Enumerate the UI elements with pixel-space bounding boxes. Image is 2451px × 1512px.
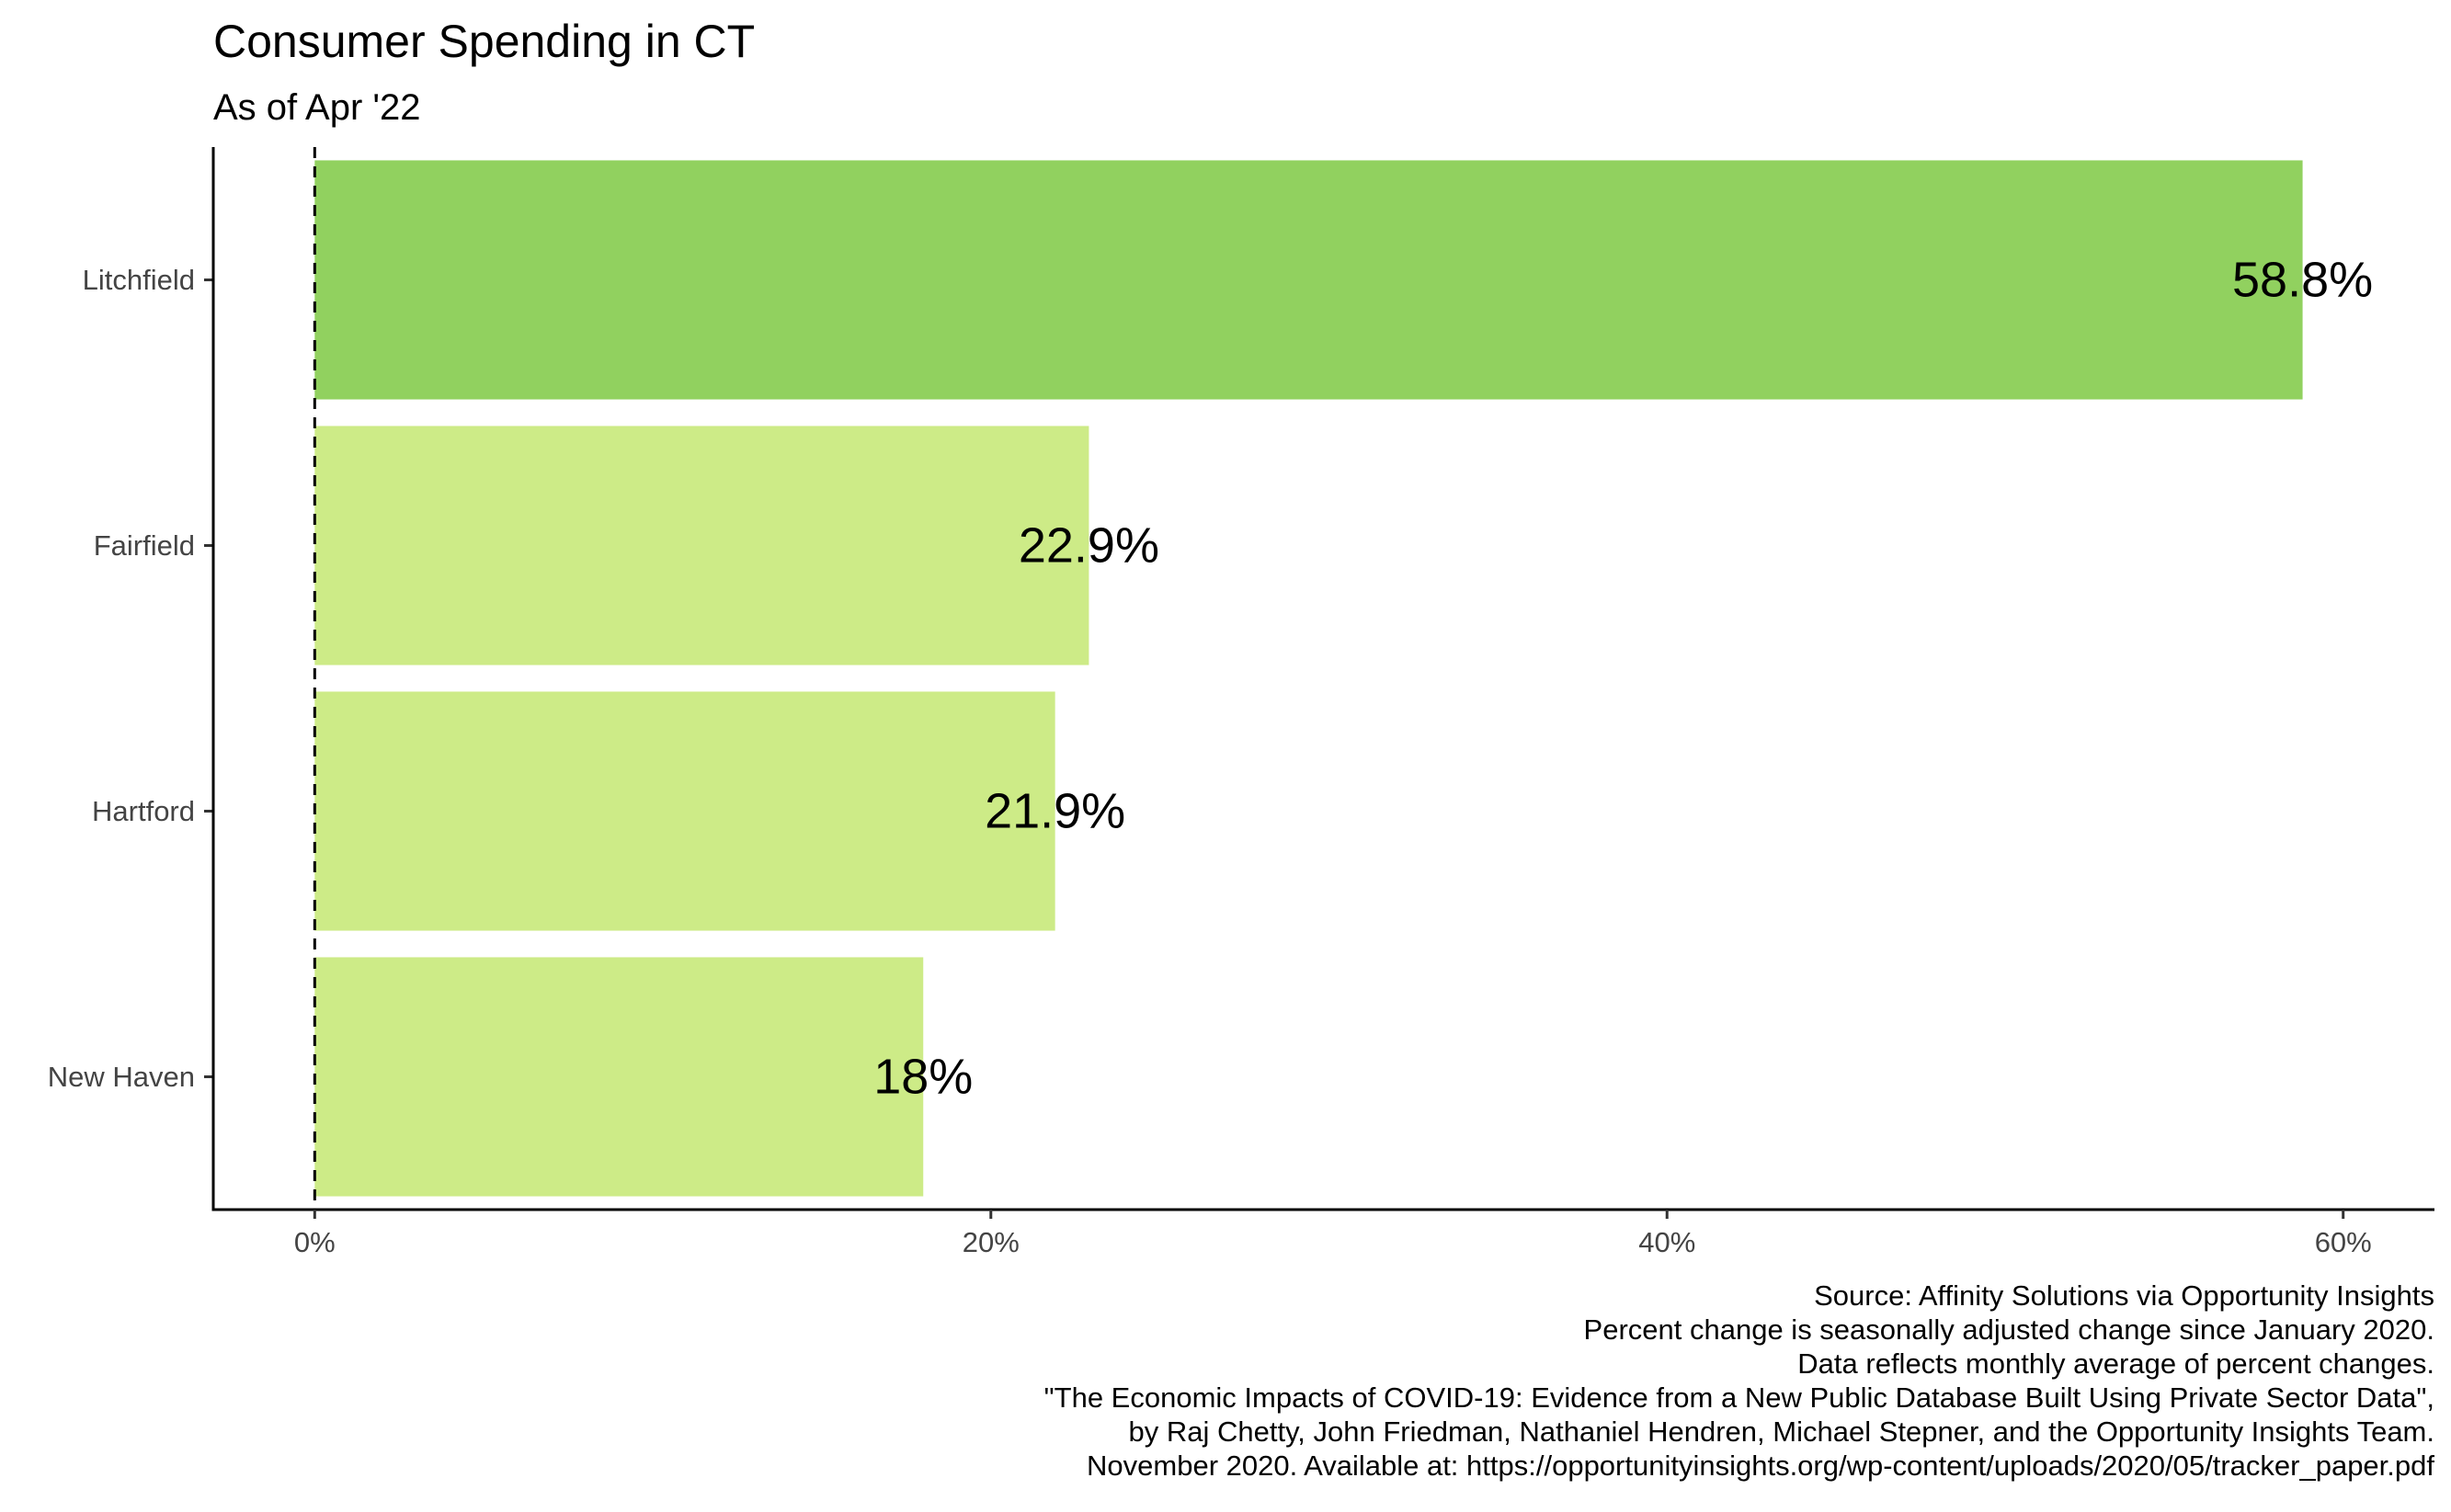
caption-line: Percent change is seasonally adjusted ch… bbox=[1584, 1313, 2434, 1346]
x-tick-label: 20% bbox=[963, 1226, 1020, 1258]
data-label: 22.9% bbox=[1019, 518, 1159, 574]
x-tick-label: 0% bbox=[294, 1226, 336, 1258]
caption-line: by Raj Chetty, John Friedman, Nathaniel … bbox=[1129, 1415, 2434, 1448]
category-label: Hartford bbox=[92, 795, 195, 827]
caption-line: Data reflects monthly average of percent… bbox=[1797, 1347, 2434, 1380]
data-label: 58.8% bbox=[2232, 253, 2373, 308]
x-tick-label: 40% bbox=[1638, 1226, 1695, 1258]
bar bbox=[314, 160, 2303, 400]
bar bbox=[314, 691, 1055, 931]
bar bbox=[314, 426, 1089, 665]
chart-subtitle: As of Apr '22 bbox=[213, 87, 421, 128]
data-label: 18% bbox=[873, 1050, 973, 1105]
category-label: Fairfield bbox=[94, 529, 195, 562]
bar bbox=[314, 957, 924, 1197]
category-label: New Haven bbox=[48, 1061, 195, 1093]
caption-line: "The Economic Impacts of COVID-19: Evide… bbox=[1044, 1381, 2434, 1414]
caption-line: Source: Affinity Solutions via Opportuni… bbox=[1814, 1279, 2434, 1312]
data-label: 21.9% bbox=[985, 784, 1125, 839]
chart-title: Consumer Spending in CT bbox=[213, 16, 755, 67]
x-tick-label: 60% bbox=[2315, 1226, 2372, 1258]
caption-line: November 2020. Available at: https://opp… bbox=[1087, 1449, 2434, 1482]
category-label: Litchfield bbox=[83, 264, 195, 296]
chart-caption: Source: Affinity Solutions via Opportuni… bbox=[1044, 1279, 2435, 1482]
plot-area: Litchfield 58.8% Fairfield 22.9% Hartford 21.… bbox=[48, 147, 2434, 1258]
